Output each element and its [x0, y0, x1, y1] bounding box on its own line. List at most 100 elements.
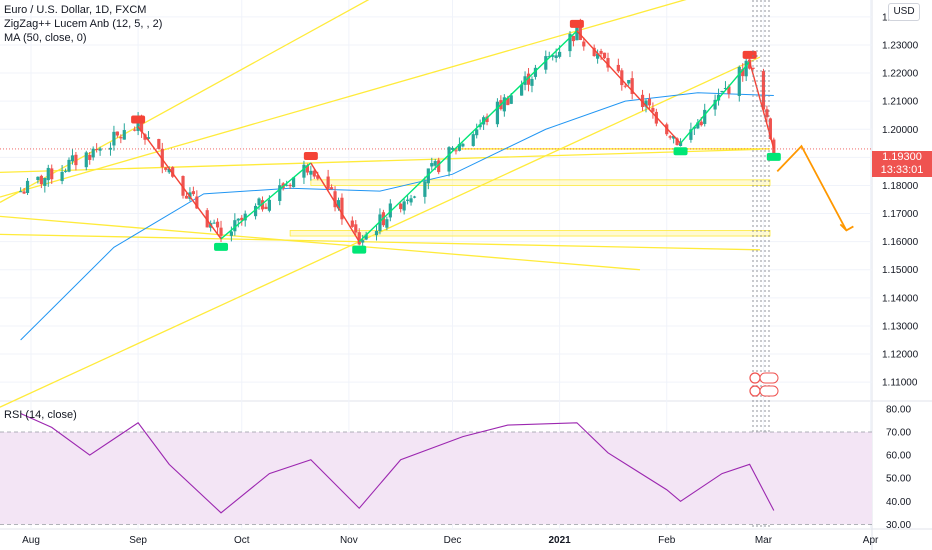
event-flag-eu-icon — [749, 385, 761, 397]
price-pane — [0, 0, 872, 400]
candle-body — [357, 232, 361, 245]
candle-body — [454, 150, 458, 152]
candle-body — [260, 200, 265, 210]
candle-body — [133, 129, 137, 131]
candle-body — [533, 67, 538, 77]
candle-body — [544, 56, 548, 70]
candle-body — [426, 168, 430, 184]
event-flag-us — [759, 372, 779, 384]
trend-line — [0, 215, 641, 271]
candle-body — [112, 131, 116, 146]
candle-body — [305, 165, 309, 173]
candle-body — [478, 124, 482, 128]
ma-legend[interactable]: MA (50, close, 0) — [4, 32, 87, 44]
candle-body — [253, 205, 258, 217]
candle-body — [582, 41, 586, 47]
candle-body — [737, 66, 741, 96]
rsi-tick-label: 80.00 — [886, 404, 911, 415]
candle-body — [63, 170, 68, 172]
candle-body — [627, 79, 631, 84]
candle-body — [285, 184, 289, 186]
candle-body — [596, 53, 600, 59]
candle-body — [509, 95, 513, 104]
candle-body — [181, 176, 185, 196]
candle-body — [713, 99, 717, 110]
candle-body — [554, 55, 558, 58]
pivot-low-marker — [352, 245, 367, 254]
candle-body — [329, 187, 334, 190]
candle-body — [326, 176, 330, 189]
candle-body — [768, 118, 772, 139]
candle-body — [703, 109, 707, 124]
candle-body — [723, 88, 728, 90]
candle-body — [115, 131, 119, 136]
candle-body — [699, 121, 703, 126]
currency-button[interactable]: USD — [888, 3, 920, 21]
candle-body — [461, 143, 465, 147]
candle-body — [91, 148, 95, 158]
candle-body — [551, 55, 555, 57]
candle-body — [70, 155, 75, 162]
candle-body — [599, 50, 603, 54]
candle-body — [592, 47, 596, 57]
candle-body — [160, 148, 164, 168]
candle-body — [267, 199, 271, 211]
trend-line — [0, 0, 687, 198]
candle-body — [50, 168, 54, 180]
candle-body — [571, 35, 576, 42]
candle-body — [447, 147, 451, 172]
candle-body — [437, 160, 441, 173]
zigzag-segment — [748, 61, 775, 150]
candle-body — [689, 129, 693, 140]
candle-body — [340, 197, 344, 220]
candle-body — [640, 94, 645, 108]
candle-body — [761, 71, 766, 110]
candle-body — [765, 109, 769, 118]
candle-body — [672, 136, 676, 139]
rsi-tick-label: 60.00 — [886, 451, 911, 462]
candle-body — [530, 78, 534, 86]
zigzag-legend[interactable]: ZigZag++ Lucem Anb (12, 5, , 2) — [4, 18, 163, 30]
candle-body — [219, 227, 223, 236]
candle-body — [506, 97, 510, 106]
candle-body — [191, 191, 195, 195]
candle-body — [146, 137, 151, 139]
candle-body — [215, 221, 220, 228]
candle-body — [19, 191, 23, 193]
candle-body — [644, 100, 648, 107]
candle-body — [88, 154, 92, 160]
candle-body — [502, 97, 506, 112]
rsi-tick-label: 70.00 — [886, 428, 911, 439]
candle-body — [651, 107, 655, 112]
candle-body — [291, 177, 296, 188]
candle-body — [22, 191, 26, 194]
candle-body — [233, 220, 237, 232]
trend-line — [0, 148, 761, 174]
rsi-band — [0, 432, 872, 525]
candle-body — [167, 168, 171, 173]
candle-body — [623, 85, 627, 87]
projection-path — [776, 144, 848, 231]
candle-body — [647, 98, 652, 106]
time-tick-label: Sep — [129, 535, 147, 546]
price-tick-label: 1.15000 — [882, 265, 919, 276]
support-zone — [289, 230, 771, 237]
candle-body — [620, 70, 624, 86]
price-tick-label: 1.14000 — [882, 293, 919, 304]
candle-body — [36, 176, 40, 180]
candle-body — [402, 201, 406, 211]
candle-body — [288, 184, 292, 187]
candle-body — [751, 67, 755, 69]
candle-body — [675, 138, 679, 146]
candle-body — [450, 147, 455, 150]
rsi-legend[interactable]: RSI (14, close) — [4, 409, 77, 421]
price-tick-label: 1.22000 — [882, 69, 919, 80]
pivot-high-marker — [569, 19, 584, 28]
candle-body — [378, 214, 382, 232]
candle-body — [606, 58, 610, 68]
candle-body — [412, 196, 417, 198]
candle-body — [278, 185, 282, 201]
candle-body — [399, 203, 403, 210]
